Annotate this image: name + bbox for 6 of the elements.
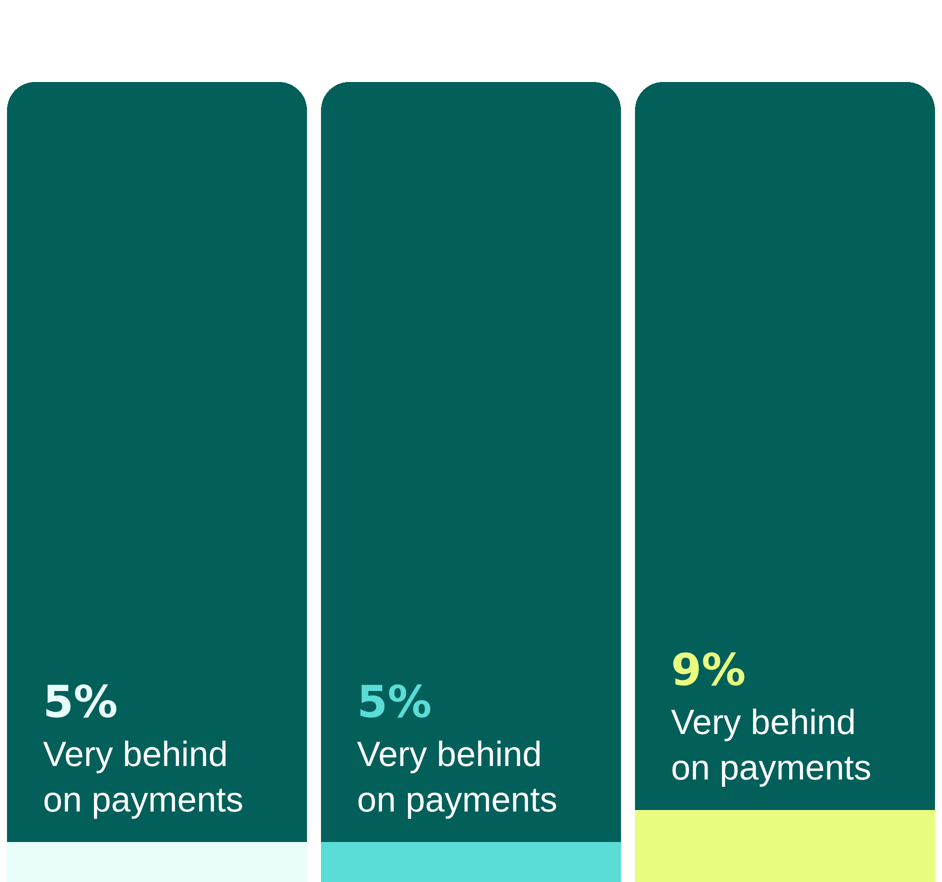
data-label: 9% — [671, 645, 746, 696]
data-label: 5% — [43, 677, 118, 728]
annotation: Very behind on payments — [671, 703, 872, 788]
annotation: Very behind on payments — [357, 735, 558, 820]
data-label: 5% — [357, 677, 432, 728]
annotation: Very behind on payments — [43, 735, 244, 820]
